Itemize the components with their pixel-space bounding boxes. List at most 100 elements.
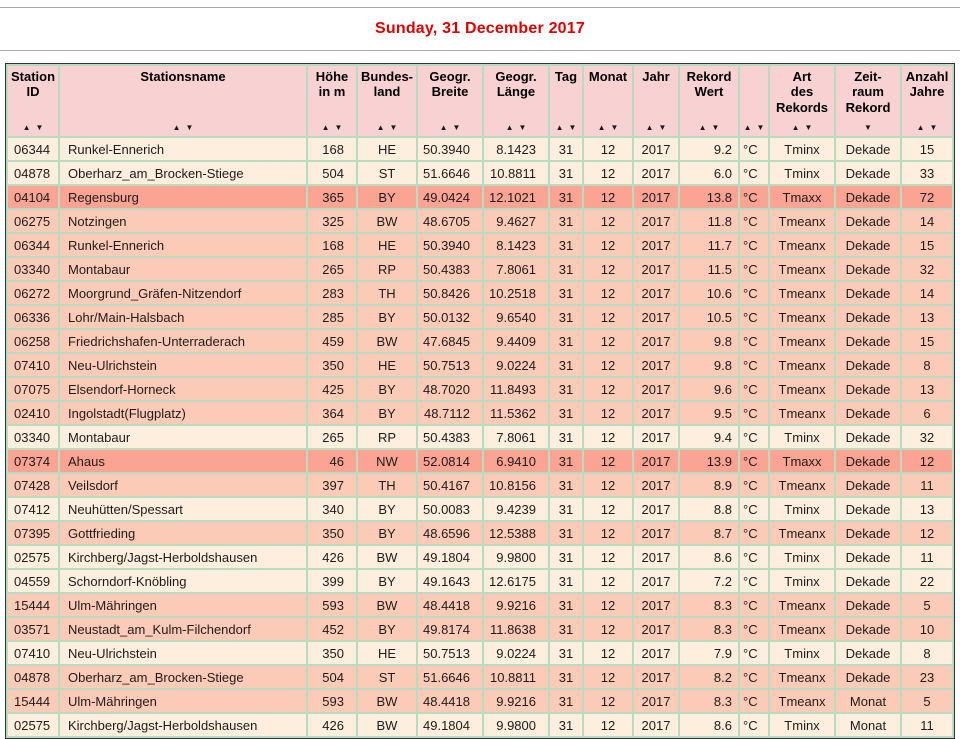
sort-desc-icon[interactable]: ▼ <box>929 123 938 132</box>
cell-id: 02575 <box>8 546 58 568</box>
cell-laenge: 12.6175 <box>484 570 548 592</box>
header-cell-tag[interactable]: Tag ▲ ▼ <box>550 66 582 136</box>
cell-wert: 8.9 <box>680 474 738 496</box>
header-cell-art[interactable]: Art des Rekords ▲ ▼ <box>770 66 834 136</box>
cell-wert: 7.2 <box>680 570 738 592</box>
sort-desc-icon[interactable]: ▼ <box>518 123 527 132</box>
cell-jahre: 13 <box>902 306 952 328</box>
cell-jahr: 2017 <box>634 258 678 280</box>
cell-zeitraum: Dekade <box>836 330 900 352</box>
sort-asc-icon[interactable]: ▲ <box>321 123 330 132</box>
cell-hoehe: 459 <box>308 330 356 352</box>
cell-art: Tmeanx <box>770 378 834 400</box>
cell-jahr: 2017 <box>634 426 678 448</box>
sort-asc-icon[interactable]: ▲ <box>791 123 800 132</box>
cell-zeitraum: Dekade <box>836 186 900 208</box>
cell-zeitraum: Dekade <box>836 594 900 616</box>
header-label-wert: Rekord Wert <box>686 69 732 100</box>
cell-unit: °C <box>740 498 768 520</box>
cell-tag: 31 <box>550 426 582 448</box>
header-cell-wert[interactable]: Rekord Wert ▲ ▼ <box>680 66 738 136</box>
cell-hoehe: 452 <box>308 618 356 640</box>
cell-name: Kirchberg/Jagst-Herboldshausen <box>60 546 306 568</box>
cell-id: 04104 <box>8 186 58 208</box>
table-row: 07374 Ahaus 46 NW 52.0814 6.9410 31 12 2017 13.9 °… <box>8 450 952 472</box>
cell-monat: 12 <box>584 474 632 496</box>
cell-id: 06336 <box>8 306 58 328</box>
header-cell-id[interactable]: Station ID ▲ ▼ <box>8 66 58 136</box>
cell-id: 02575 <box>8 714 58 736</box>
cell-laenge: 9.9216 <box>484 690 548 712</box>
cell-land: BY <box>358 570 416 592</box>
header-cell-jahre[interactable]: Anzahl Jahre ▲ ▼ <box>902 66 952 136</box>
sort-desc-icon[interactable]: ▼ <box>334 123 343 132</box>
cell-art: Tmeanx <box>770 522 834 544</box>
cell-zeitraum: Dekade <box>836 666 900 688</box>
cell-breite: 50.0132 <box>418 306 482 328</box>
sort-desc-icon[interactable]: ▼ <box>864 123 872 132</box>
cell-monat: 12 <box>584 354 632 376</box>
cell-id: 06272 <box>8 282 58 304</box>
sort-desc-icon[interactable]: ▼ <box>568 123 577 132</box>
header-cell-zeitraum[interactable]: Zeit- raum Rekord ▼ <box>836 66 900 136</box>
cell-id: 07412 <box>8 498 58 520</box>
cell-monat: 12 <box>584 186 632 208</box>
cell-jahre: 15 <box>902 138 952 160</box>
table-row: 06275 Notzingen 325 BW 48.6705 9.4627 31 12 2017… <box>8 210 952 232</box>
cell-zeitraum: Dekade <box>836 402 900 424</box>
top-divider <box>0 7 960 8</box>
header-cell-hoehe[interactable]: Höhe in m ▲ ▼ <box>308 66 356 136</box>
sort-desc-icon[interactable]: ▼ <box>185 123 194 132</box>
sort-desc-icon[interactable]: ▼ <box>610 123 619 132</box>
table-row: 02410 Ingolstadt(Flugplatz) 364 BY 48.7112 11… <box>8 402 952 424</box>
sort-asc-icon[interactable]: ▲ <box>439 123 448 132</box>
cell-unit: °C <box>740 258 768 280</box>
table-row: 02575 Kirchberg/Jagst-Herboldshausen 426 BW… <box>8 714 952 736</box>
cell-id: 06344 <box>8 234 58 256</box>
sort-asc-icon[interactable]: ▲ <box>698 123 707 132</box>
header-cell-name[interactable]: Stationsname ▲ ▼ <box>60 66 306 136</box>
sort-asc-icon[interactable]: ▲ <box>22 123 31 132</box>
sort-desc-icon[interactable]: ▼ <box>658 123 667 132</box>
cell-monat: 12 <box>584 138 632 160</box>
table-row: 06344 Runkel-Ennerich 168 HE 50.3940 8.1423 31… <box>8 138 952 160</box>
sort-asc-icon[interactable]: ▲ <box>743 123 752 132</box>
sort-asc-icon[interactable]: ▲ <box>555 123 564 132</box>
header-label-jahre: Anzahl Jahre <box>905 69 949 100</box>
cell-wert: 11.7 <box>680 234 738 256</box>
header-label-zeitraum: Zeit- raum Rekord <box>845 69 891 115</box>
cell-breite: 48.7020 <box>418 378 482 400</box>
sort-controls: ▲ ▼ <box>23 123 44 132</box>
cell-tag: 31 <box>550 642 582 664</box>
sort-desc-icon[interactable]: ▼ <box>35 123 44 132</box>
sort-asc-icon[interactable]: ▲ <box>645 123 654 132</box>
sort-desc-icon[interactable]: ▼ <box>756 123 765 132</box>
header-cell-monat[interactable]: Monat ▲ ▼ <box>584 66 632 136</box>
cell-zeitraum: Dekade <box>836 522 900 544</box>
cell-land: BW <box>358 210 416 232</box>
sort-desc-icon[interactable]: ▼ <box>452 123 461 132</box>
cell-breite: 50.8426 <box>418 282 482 304</box>
table-row: 15444 Ulm-Mähringen 593 BW 48.4418 9.9216 31 12… <box>8 690 952 712</box>
cell-jahre: 15 <box>902 234 952 256</box>
cell-jahr: 2017 <box>634 594 678 616</box>
sort-asc-icon[interactable]: ▲ <box>376 123 385 132</box>
header-cell-unit[interactable]: ▲ ▼ <box>740 66 768 136</box>
header-cell-breite[interactable]: Geogr. Breite ▲ ▼ <box>418 66 482 136</box>
sort-asc-icon[interactable]: ▲ <box>505 123 514 132</box>
sort-desc-icon[interactable]: ▼ <box>804 123 813 132</box>
sort-desc-icon[interactable]: ▼ <box>389 123 398 132</box>
cell-name: Runkel-Ennerich <box>60 234 306 256</box>
sort-asc-icon[interactable]: ▲ <box>172 123 181 132</box>
header-cell-land[interactable]: Bundes- land ▲ ▼ <box>358 66 416 136</box>
cell-laenge: 9.6540 <box>484 306 548 328</box>
sort-desc-icon[interactable]: ▼ <box>711 123 720 132</box>
cell-id: 03340 <box>8 258 58 280</box>
cell-zeitraum: Dekade <box>836 234 900 256</box>
sort-asc-icon[interactable]: ▲ <box>597 123 606 132</box>
cell-name: Ulm-Mähringen <box>60 594 306 616</box>
sort-asc-icon[interactable]: ▲ <box>916 123 925 132</box>
cell-jahre: 12 <box>902 450 952 472</box>
header-cell-laenge[interactable]: Geogr. Länge ▲ ▼ <box>484 66 548 136</box>
header-cell-jahr[interactable]: Jahr ▲ ▼ <box>634 66 678 136</box>
